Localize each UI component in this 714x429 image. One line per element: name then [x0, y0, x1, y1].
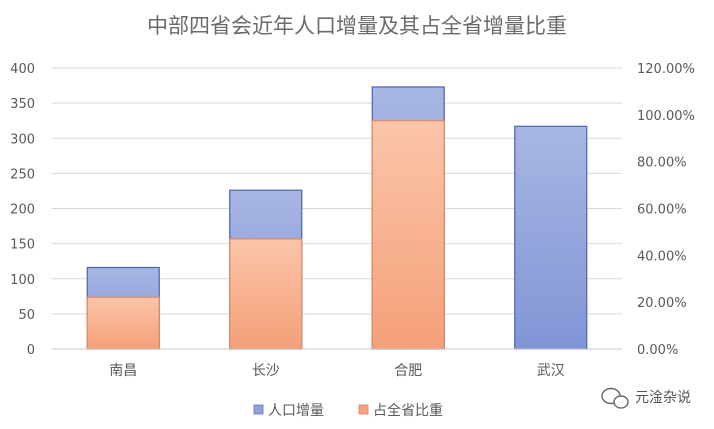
legend-label-share: 占全省比重 [373, 402, 443, 419]
legend-swatch-population [253, 404, 264, 415]
y-axis-right: 0.00% 20.00% 40.00% 60.00% 80.00% 100.00% 120.… [637, 62, 695, 358]
y-left-tick-label: 50 [18, 308, 35, 323]
y-left-tick-label: 150 [10, 238, 35, 253]
bar-share [229, 238, 303, 350]
x-axis: 南昌 长沙 合肥 武汉 [52, 348, 622, 379]
bar-share [371, 120, 445, 350]
legend-swatch-share [358, 404, 369, 415]
x-tick-label: 长沙 [252, 363, 280, 379]
y-left-tick-label: 100 [10, 273, 35, 288]
y-right-tick-label: 0.00% [637, 343, 678, 358]
x-tick-label: 合肥 [394, 363, 422, 379]
y-left-tick-label: 400 [10, 62, 35, 77]
y-left-tick-label: 200 [10, 203, 35, 218]
y-left-tick-label: 250 [10, 167, 35, 182]
y-left-tick-label: 0 [27, 343, 35, 358]
chart-title: 中部四省会近年人口增量及其占全省增量比重 [147, 14, 567, 38]
legend-label-population: 人口增量 [268, 403, 324, 419]
bars [86, 86, 588, 350]
legend: 人口增量 占全省比重 [253, 402, 443, 419]
y-left-tick-label: 300 [10, 132, 35, 147]
watermark-text: 元淦杂说 [635, 389, 691, 406]
x-tick-label: 南昌 [109, 363, 137, 379]
bar-population [514, 125, 588, 350]
y-right-tick-label: 20.00% [637, 296, 687, 311]
x-tick-label: 武汉 [537, 363, 565, 379]
y-right-tick-label: 100.00% [637, 109, 695, 124]
y-axis-left: 0 50 100 150 200 250 300 350 400 [10, 62, 35, 358]
y-right-tick-label: 40.00% [637, 249, 687, 264]
y-right-tick-label: 80.00% [637, 156, 687, 171]
y-left-tick-label: 350 [10, 97, 35, 112]
wechat-icon [601, 387, 629, 409]
bar-share [86, 296, 160, 350]
y-right-tick-label: 60.00% [637, 203, 687, 218]
y-right-tick-label: 120.00% [637, 62, 695, 77]
watermark: 元淦杂说 [601, 387, 691, 409]
